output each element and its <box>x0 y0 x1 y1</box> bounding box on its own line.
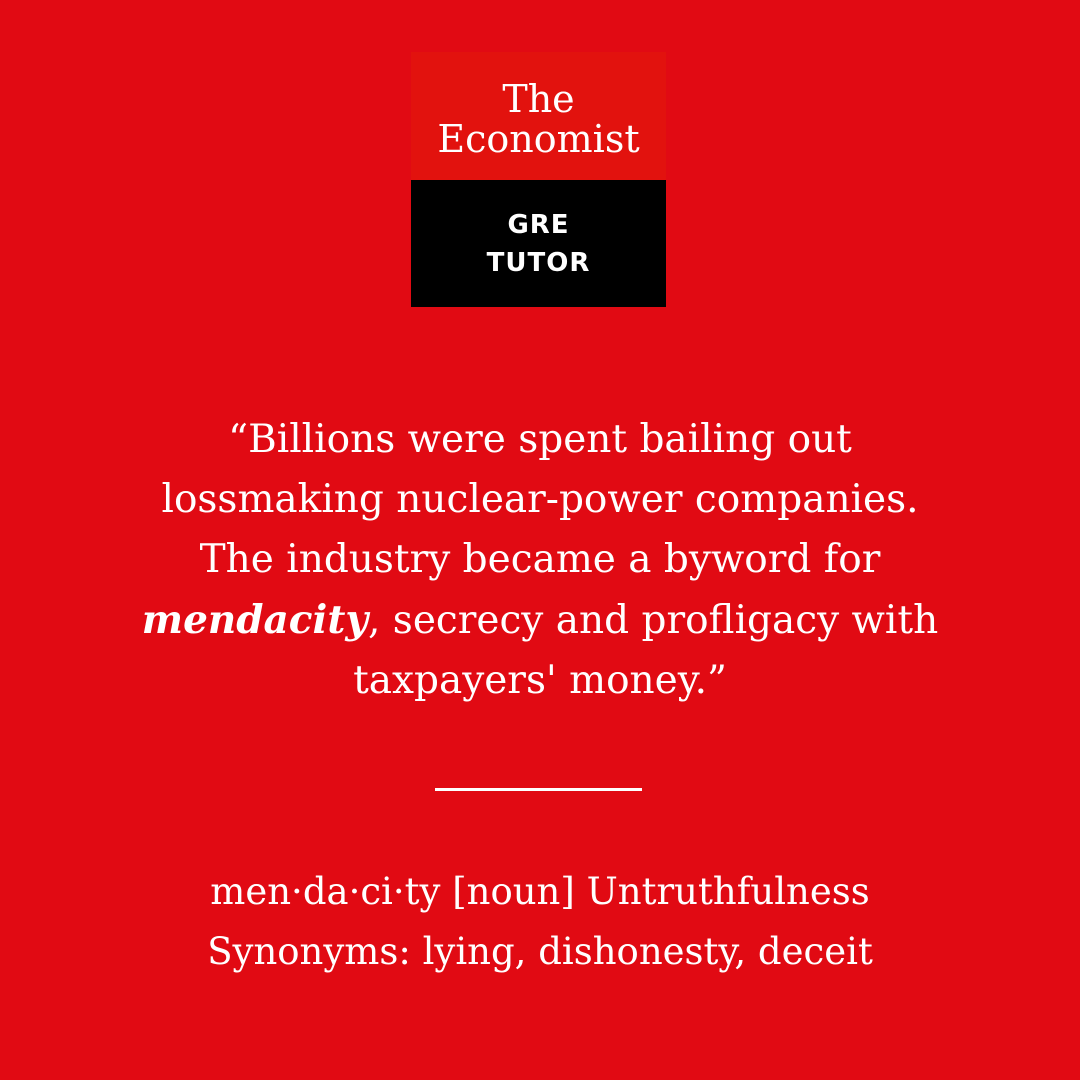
definition-block: men·da·ci·ty [noun] Untruthfulness Synon… <box>130 862 950 982</box>
synonyms-label: Synonyms: <box>207 930 411 973</box>
definition-line: men·da·ci·ty [noun] Untruthfulness <box>130 862 950 922</box>
logo-line-gre: GRE <box>507 209 570 240</box>
logo-line-the: The <box>502 77 575 121</box>
definition-part-of-speech: [noun] <box>452 870 575 913</box>
logo-line-tutor: TUTOR <box>486 247 591 278</box>
logo-line-economist: Economist <box>437 117 640 161</box>
quote-text-before: “Billions were spent bailing out lossmak… <box>161 417 919 582</box>
divider-line <box>435 788 642 791</box>
synonyms-line: Synonyms: lying, dishonesty, deceit <box>130 922 950 982</box>
definition-meaning: Untruthfulness <box>586 870 870 913</box>
synonyms-list: lying, dishonesty, deceit <box>422 930 873 973</box>
logo-gre-tutor-panel: GRE TUTOR <box>411 180 666 307</box>
quote-highlighted-word: mendacity <box>141 597 369 643</box>
quote-text: “Billions were spent bailing out lossmak… <box>130 410 950 711</box>
definition-term: men·da·ci·ty <box>210 870 441 913</box>
logo-wordmark-panel: The Economist <box>411 52 666 180</box>
quote-text-after: , secrecy and profligacy with taxpayers'… <box>353 598 939 703</box>
economist-gre-tutor-logo: The Economist GRE TUTOR <box>411 52 666 307</box>
